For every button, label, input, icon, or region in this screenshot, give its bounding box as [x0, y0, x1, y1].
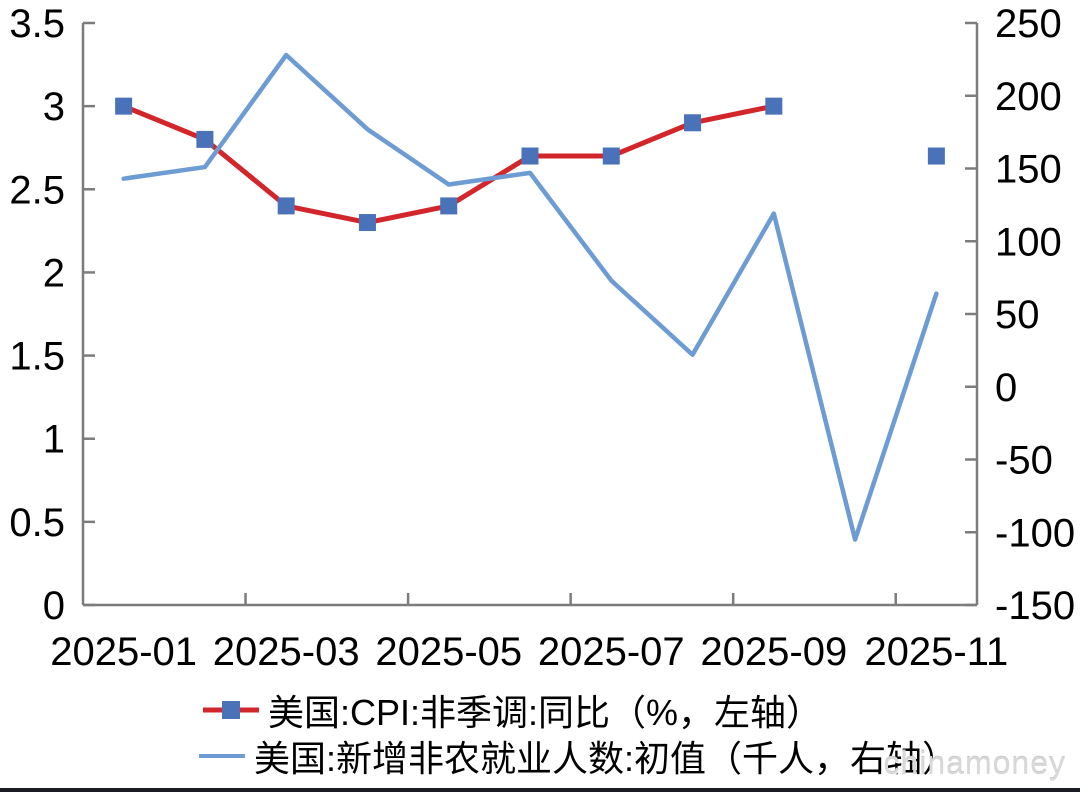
cpi-marker: [927, 147, 945, 165]
left-axis-tick-label: 2.5: [9, 168, 65, 212]
legend-label-cpi: 美国:CPI:非季调:同比（%，左轴）: [268, 692, 823, 733]
x-axis-tick-label: 2025-11: [864, 630, 1008, 674]
right-axis-tick-label: -50: [995, 439, 1053, 483]
cpi-marker: [196, 130, 214, 148]
left-axis-tick-label: 0: [43, 584, 65, 628]
payroll-line-swatch-icon: [199, 754, 245, 758]
left-axis-tick-label: 1.5: [9, 335, 65, 379]
cpi-marker: [277, 197, 295, 215]
cpi-marker: [684, 114, 702, 132]
right-axis-tick-label: 0: [995, 366, 1017, 410]
cpi-marker: [115, 97, 133, 115]
left-axis-tick-label: 3: [43, 85, 65, 129]
right-axis-tick-label: -100: [995, 511, 1075, 555]
right-axis-tick-label: 50: [995, 293, 1040, 337]
right-axis-tick-label: -150: [995, 584, 1075, 628]
cpi-marker: [765, 97, 783, 115]
cpi-line-marker-swatch-icon: [203, 701, 259, 719]
x-axis-tick-label: 2025-01: [50, 630, 197, 674]
cpi-marker: [602, 147, 620, 165]
legend-label-nonfarm: 美国:新增非农就业人数:初值（千人，右轴）: [254, 738, 959, 779]
x-axis-tick-label: 2025-09: [700, 630, 847, 674]
right-axis-tick-label: 150: [995, 148, 1062, 192]
bottom-border: [0, 788, 1080, 792]
chinamoney-watermark: chinamoney: [883, 745, 1066, 781]
cpi-marker: [521, 147, 539, 165]
left-axis-tick-label: 0.5: [9, 501, 65, 545]
x-axis-tick-label: 2025-03: [213, 630, 360, 674]
x-axis-tick-label: 2025-07: [538, 630, 685, 674]
x-axis-tick-label: 2025-05: [375, 630, 522, 674]
right-axis-tick-label: 250: [995, 2, 1062, 46]
left-axis-tick-label: 2: [43, 251, 65, 295]
right-axis-tick-label: 200: [995, 75, 1062, 119]
left-axis-tick-label: 1: [43, 418, 65, 462]
legend-item-nonfarm: 美国:新增非农就业人数:初值（千人，右轴）: [198, 734, 958, 779]
left-axis-tick-label: 3.5: [9, 2, 65, 46]
right-axis-tick-label: 100: [995, 220, 1062, 264]
cpi-marker: [440, 197, 458, 215]
payroll-line: [121, 52, 939, 542]
legend-item-cpi: 美国:CPI:非季调:同比（%，左轴）: [202, 688, 822, 733]
cpi-marker: [358, 214, 376, 232]
